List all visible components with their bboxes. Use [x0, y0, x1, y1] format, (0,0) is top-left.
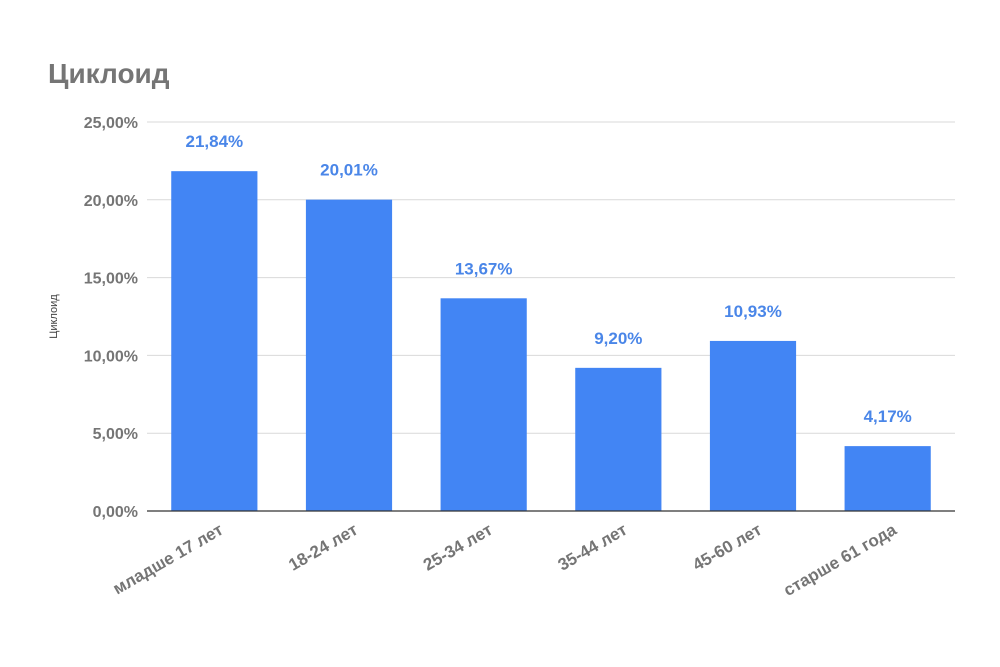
bar: [844, 446, 931, 511]
data-label: 13,67%: [455, 259, 513, 278]
x-tick-label: 18-24 лет: [285, 520, 361, 575]
x-axis-ticks: младше 17 лет 18-24 лет 25-34 лет 35-44 лет…: [110, 520, 900, 600]
y-tick-label: 20,00%: [84, 193, 138, 210]
bar: [709, 340, 797, 511]
bar: [171, 171, 258, 511]
bar: [440, 298, 527, 511]
x-tick-label: старше 61 года: [780, 520, 900, 600]
x-tick-label: младше 17 лет: [110, 520, 227, 598]
y-axis-ticks: 0,00% 5,00% 10,00% 15,00% 20,00% 25,00%: [84, 115, 138, 521]
bar: [575, 367, 662, 511]
x-tick-label: 45-60 лет: [689, 520, 765, 575]
y-tick-label: 25,00%: [84, 115, 138, 132]
data-label: 9,20%: [594, 329, 642, 348]
y-tick-label: 5,00%: [93, 426, 138, 443]
bars: [171, 171, 931, 511]
gridlines: [147, 121, 955, 434]
data-label: 21,84%: [185, 132, 243, 151]
x-tick-label: 25-34 лет: [420, 520, 496, 575]
data-label: 20,01%: [320, 161, 378, 180]
x-tick-label: 35-44 лет: [555, 520, 631, 575]
bar: [305, 199, 393, 511]
data-label: 4,17%: [864, 407, 912, 426]
y-tick-label: 10,00%: [84, 348, 138, 365]
data-labels: 21,84% 20,01% 13,67% 9,20% 10,93% 4,17%: [185, 132, 911, 426]
y-tick-label: 15,00%: [84, 271, 138, 288]
data-label: 10,93%: [724, 302, 782, 321]
y-axis-label: Циклоид: [48, 294, 60, 339]
y-tick-label: 0,00%: [93, 504, 138, 521]
chart-title: Циклоид: [48, 58, 170, 89]
